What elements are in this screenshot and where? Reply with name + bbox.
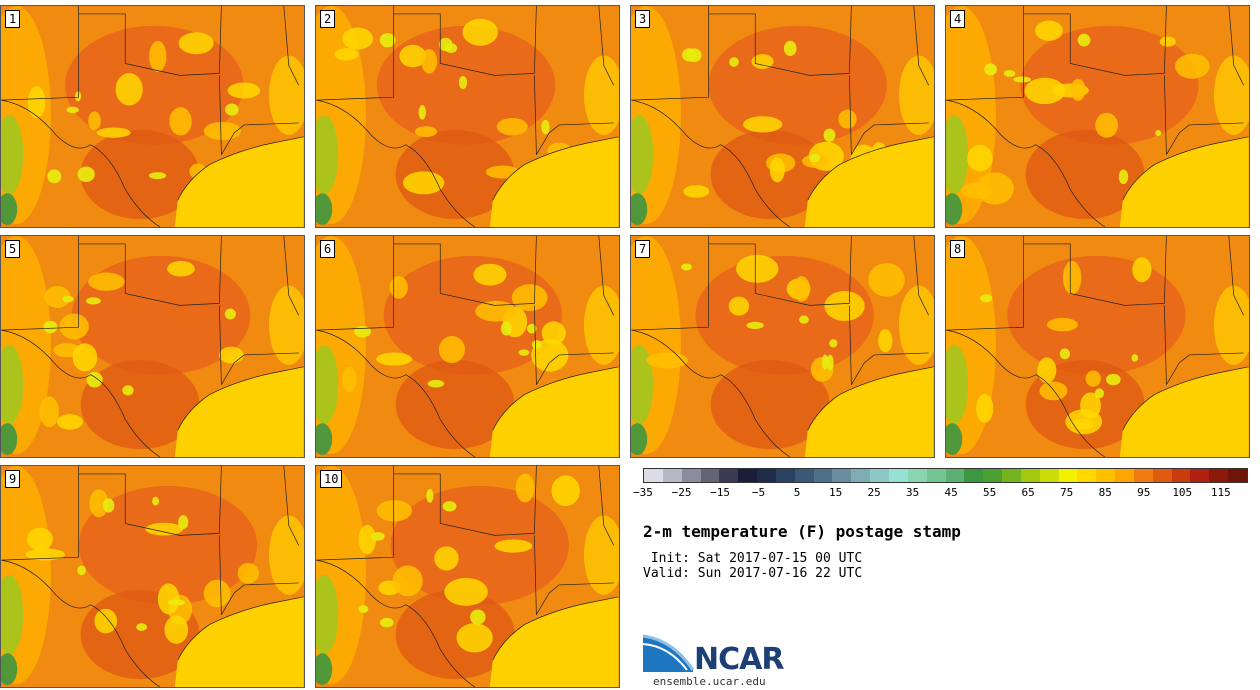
member-number-label: 5 <box>5 240 21 258</box>
temperature-colorbar <box>643 468 1248 483</box>
member-number-label: 3 <box>635 10 651 28</box>
member-number-label: 6 <box>320 240 336 258</box>
colorbar-segment <box>1133 469 1153 482</box>
colorbar-segment <box>1020 469 1040 482</box>
member-number-label: 9 <box>5 470 21 488</box>
colorbar-tick-label: 25 <box>867 486 881 499</box>
member-number-label: 2 <box>320 10 336 28</box>
colorbar-segment <box>681 469 701 482</box>
colorbar-segment <box>1039 469 1059 482</box>
temperature-map <box>631 236 934 457</box>
colorbar-segment <box>1171 469 1191 482</box>
ensemble-member-panel: 3 <box>630 5 935 228</box>
member-number-label: 1 <box>5 10 21 28</box>
colorbar-tick-label: −35 <box>633 486 653 499</box>
colorbar-tick-label: 75 <box>1060 486 1074 499</box>
member-number-label: 4 <box>950 10 966 28</box>
colorbar-segment <box>832 469 852 482</box>
colorbar-segment <box>851 469 871 482</box>
colorbar-segment <box>870 469 889 482</box>
colorbar-segment <box>1077 469 1097 482</box>
ensemble-member-panel: 6 <box>315 235 620 458</box>
member-number-label: 7 <box>635 240 651 258</box>
colorbar-segment <box>926 469 946 482</box>
colorbar-segment <box>964 469 984 482</box>
ensemble-member-panel: 10 <box>315 465 620 688</box>
colorbar-segment <box>813 469 833 482</box>
temperature-map <box>1 236 304 457</box>
temperature-map <box>1 466 304 687</box>
temperature-map <box>631 6 934 227</box>
colorbar-segment <box>738 469 758 482</box>
colorbar-tick-label: 95 <box>1137 486 1151 499</box>
colorbar-segment <box>945 469 965 482</box>
colorbar-tick-label: 115 <box>1210 486 1231 499</box>
member-number-label: 8 <box>950 240 966 258</box>
valid-time: Valid: Sun 2017-07-16 22 UTC <box>643 566 863 581</box>
ensemble-member-panel: 8 <box>945 235 1250 458</box>
init-time: Init: Sat 2017-07-15 00 UTC <box>643 551 863 566</box>
colorbar-segment <box>1115 469 1134 482</box>
ensemble-member-panel: 7 <box>630 235 935 458</box>
colorbar-tick-label: 35 <box>906 486 920 499</box>
colorbar-segment <box>1209 469 1229 482</box>
colorbar-tick-label: −15 <box>710 486 730 499</box>
colorbar-segment <box>1228 469 1247 482</box>
colorbar-segment <box>907 469 927 482</box>
logo-url: ensemble.ucar.edu <box>653 675 766 688</box>
temperature-map <box>316 466 619 687</box>
colorbar-tick-label: 5 <box>793 486 801 499</box>
map-title: 2-m temperature (F) postage stamp <box>643 522 961 541</box>
colorbar-segment <box>1190 469 1210 482</box>
temperature-map <box>1 6 304 227</box>
colorbar-segment <box>1002 469 1021 482</box>
colorbar-tick-label: 15 <box>828 486 843 499</box>
member-number-label: 10 <box>320 470 343 488</box>
colorbar-tick-label: 85 <box>1098 486 1112 499</box>
ncar-logo-icon <box>643 634 695 672</box>
colorbar-segment <box>700 469 720 482</box>
colorbar-tick-label: 45 <box>944 486 958 499</box>
ensemble-member-panel: 9 <box>0 465 305 688</box>
temperature-map <box>946 236 1249 457</box>
colorbar-segment <box>1058 469 1078 482</box>
colorbar-segment <box>888 469 908 482</box>
colorbar-segment <box>662 469 682 482</box>
colorbar-tick-label: −25 <box>671 486 692 499</box>
colorbar-segment <box>719 469 739 482</box>
temperature-map <box>946 6 1249 227</box>
colorbar-segment <box>983 469 1003 482</box>
colorbar-tick-labels: −35 −25 −15 −5 5 15 25 35 45 55 65 75 85 95 105 115 <box>633 486 1248 500</box>
ensemble-member-panel: 2 <box>315 5 620 228</box>
colorbar-segment <box>1152 469 1172 482</box>
ensemble-member-panel: 1 <box>0 5 305 228</box>
colorbar-tick-label: −5 <box>751 486 766 499</box>
colorbar-tick-label: 105 <box>1172 486 1193 499</box>
colorbar-tick-label: 55 <box>983 486 997 499</box>
colorbar-segment <box>644 469 663 482</box>
colorbar-tick-label: 65 <box>1021 486 1035 499</box>
colorbar-segment <box>794 469 814 482</box>
ensemble-member-panel: 4 <box>945 5 1250 228</box>
logo-wordmark: NCAR <box>694 642 784 677</box>
colorbar-segment <box>775 469 795 482</box>
colorbar-segment <box>757 469 776 482</box>
temperature-map <box>316 236 619 457</box>
colorbar-segment <box>1096 469 1116 482</box>
temperature-map <box>316 6 619 227</box>
ensemble-member-panel: 5 <box>0 235 305 458</box>
